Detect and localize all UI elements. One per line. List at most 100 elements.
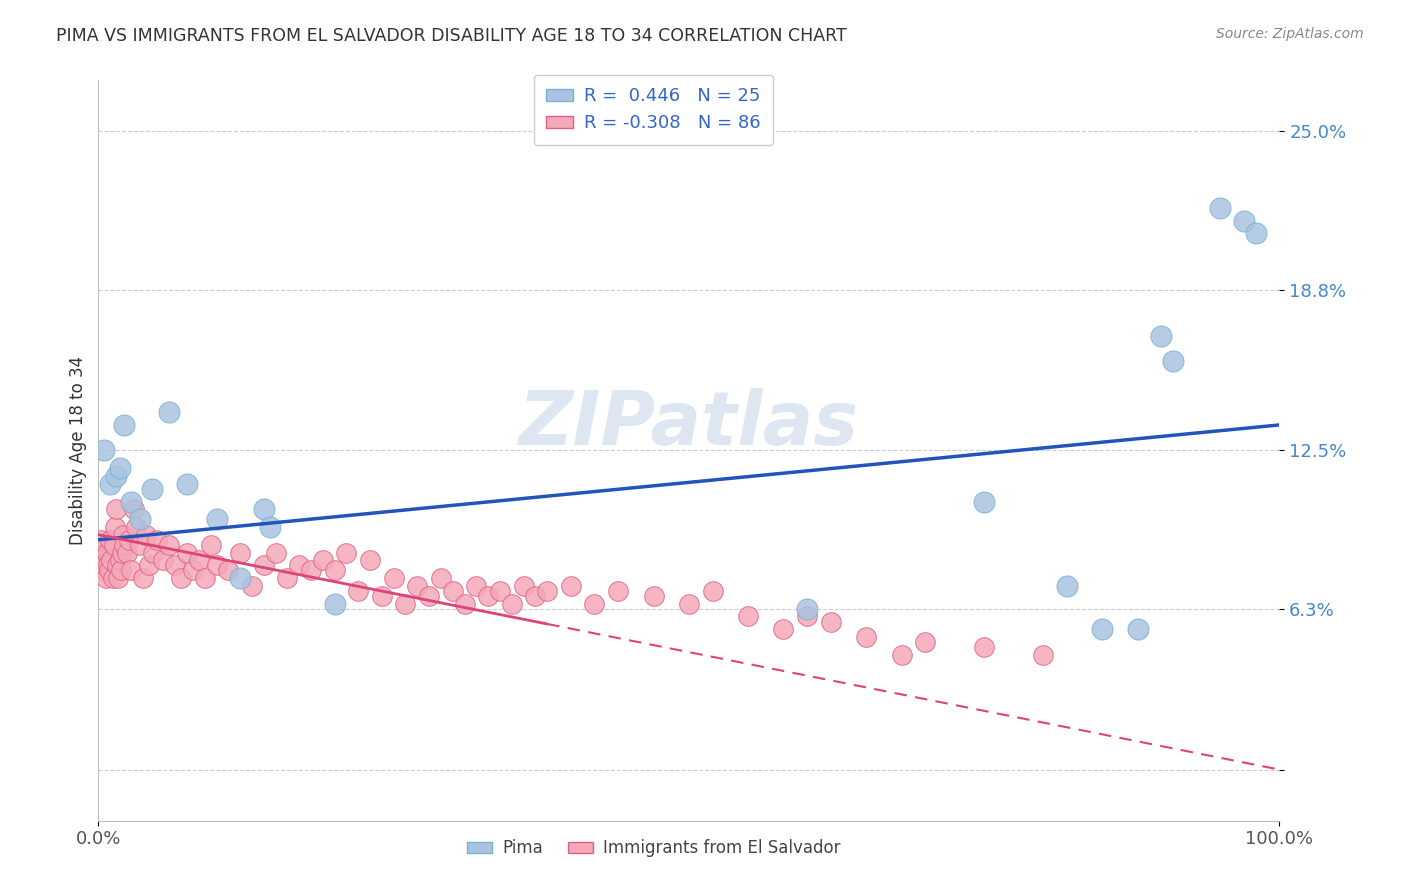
Point bbox=[276, 571, 298, 585]
Point bbox=[299, 564, 322, 578]
Point bbox=[229, 545, 252, 559]
Point bbox=[1244, 227, 1267, 241]
Point bbox=[146, 533, 169, 547]
Point bbox=[103, 538, 125, 552]
Point bbox=[128, 538, 150, 552]
Point bbox=[737, 609, 759, 624]
Point bbox=[112, 417, 135, 432]
Y-axis label: Disability Age 18 to 34: Disability Age 18 to 34 bbox=[69, 356, 87, 545]
Point bbox=[359, 553, 381, 567]
Point bbox=[110, 564, 132, 578]
Point bbox=[796, 601, 818, 615]
Point bbox=[820, 615, 842, 629]
Point bbox=[165, 558, 187, 573]
Point bbox=[418, 589, 440, 603]
Point bbox=[382, 571, 405, 585]
Point bbox=[524, 589, 547, 603]
Point bbox=[512, 579, 534, 593]
Point bbox=[430, 571, 453, 585]
Point bbox=[128, 512, 150, 526]
Point bbox=[115, 545, 138, 559]
Point bbox=[93, 558, 115, 573]
Point bbox=[259, 520, 281, 534]
Point bbox=[205, 512, 228, 526]
Point bbox=[107, 571, 129, 585]
Point bbox=[702, 583, 724, 598]
Point bbox=[347, 583, 370, 598]
Point bbox=[91, 564, 114, 578]
Point bbox=[796, 609, 818, 624]
Point bbox=[141, 482, 163, 496]
Point bbox=[536, 583, 558, 598]
Point bbox=[229, 571, 252, 585]
Point bbox=[105, 469, 128, 483]
Point bbox=[914, 635, 936, 649]
Point bbox=[973, 640, 995, 654]
Text: PIMA VS IMMIGRANTS FROM EL SALVADOR DISABILITY AGE 18 TO 34 CORRELATION CHART: PIMA VS IMMIGRANTS FROM EL SALVADOR DISA… bbox=[56, 27, 846, 45]
Point bbox=[181, 564, 204, 578]
Point bbox=[108, 461, 131, 475]
Point bbox=[643, 589, 665, 603]
Point bbox=[583, 597, 606, 611]
Point bbox=[104, 520, 127, 534]
Point bbox=[1032, 648, 1054, 662]
Point bbox=[176, 545, 198, 559]
Point bbox=[772, 622, 794, 636]
Point bbox=[1233, 213, 1256, 227]
Point bbox=[105, 502, 128, 516]
Point bbox=[157, 538, 180, 552]
Point bbox=[121, 494, 143, 508]
Point bbox=[477, 589, 499, 603]
Point bbox=[240, 579, 263, 593]
Point bbox=[312, 553, 335, 567]
Text: Source: ZipAtlas.com: Source: ZipAtlas.com bbox=[1216, 27, 1364, 41]
Point bbox=[253, 558, 276, 573]
Point bbox=[1056, 579, 1078, 593]
Point bbox=[118, 533, 141, 547]
Point bbox=[1091, 622, 1114, 636]
Point bbox=[678, 597, 700, 611]
Point bbox=[98, 476, 121, 491]
Point bbox=[93, 443, 115, 458]
Legend: Pima, Immigrants from El Salvador: Pima, Immigrants from El Salvador bbox=[460, 833, 846, 864]
Point bbox=[96, 545, 118, 559]
Point bbox=[371, 589, 394, 603]
Point bbox=[91, 553, 114, 567]
Point bbox=[501, 597, 523, 611]
Point bbox=[489, 583, 512, 598]
Point bbox=[125, 520, 148, 534]
Point bbox=[187, 553, 209, 567]
Point bbox=[132, 571, 155, 585]
Point bbox=[973, 494, 995, 508]
Point bbox=[217, 564, 239, 578]
Point bbox=[323, 597, 346, 611]
Point bbox=[97, 558, 120, 573]
Point bbox=[200, 538, 222, 552]
Point bbox=[1126, 622, 1149, 636]
Point bbox=[264, 545, 287, 559]
Point bbox=[1161, 354, 1184, 368]
Point bbox=[135, 527, 157, 541]
Point bbox=[253, 502, 276, 516]
Point bbox=[152, 553, 174, 567]
Point bbox=[441, 583, 464, 598]
Point bbox=[100, 553, 122, 567]
Point bbox=[98, 533, 121, 547]
Point bbox=[112, 538, 135, 552]
Point bbox=[121, 564, 143, 578]
Point bbox=[560, 579, 582, 593]
Point bbox=[394, 597, 416, 611]
Point bbox=[138, 558, 160, 573]
Point bbox=[335, 545, 357, 559]
Text: ZIPatlas: ZIPatlas bbox=[519, 388, 859, 461]
Point bbox=[157, 405, 180, 419]
Point bbox=[122, 502, 145, 516]
Point bbox=[108, 553, 131, 567]
Point bbox=[170, 571, 193, 585]
Point bbox=[453, 597, 475, 611]
Point bbox=[142, 545, 165, 559]
Point bbox=[111, 545, 134, 559]
Point bbox=[112, 527, 135, 541]
Point bbox=[288, 558, 311, 573]
Point bbox=[89, 545, 111, 559]
